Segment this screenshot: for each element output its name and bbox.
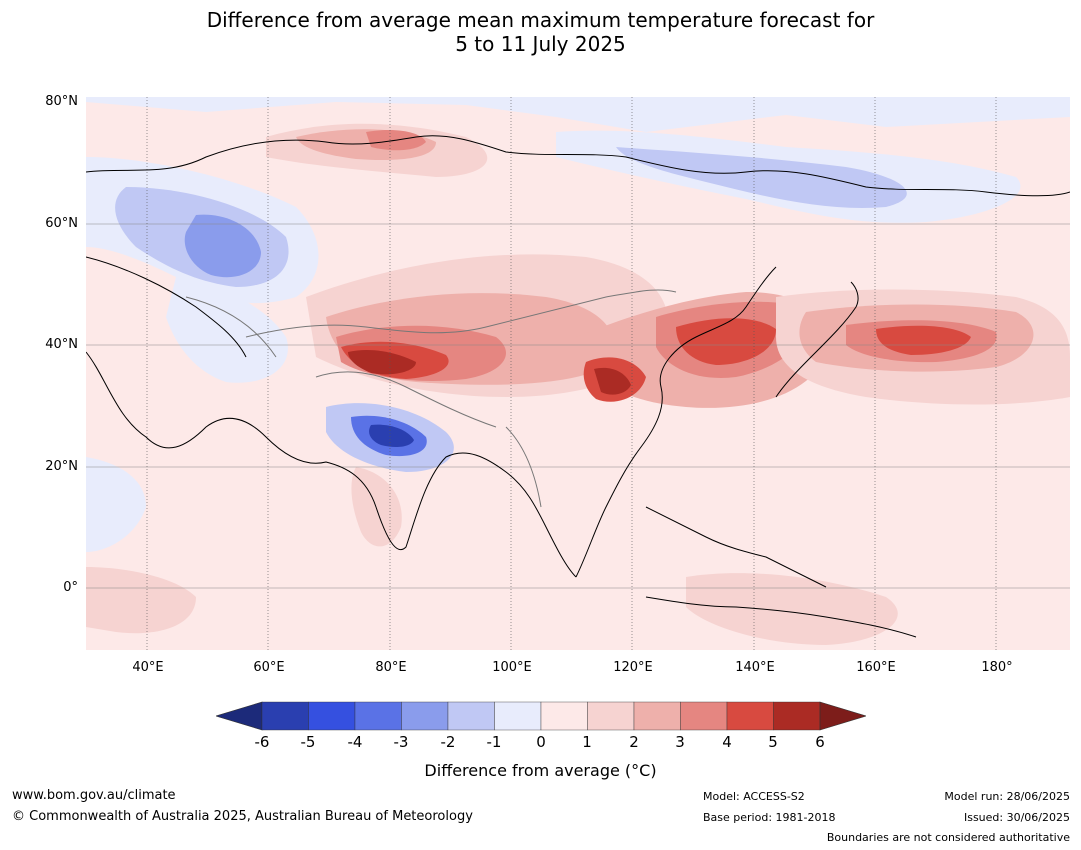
title-line-2: 5 to 11 July 2025 — [455, 32, 626, 56]
lat-label-20n: 20°N — [45, 459, 78, 474]
colorbar-segment — [401, 701, 449, 731]
lon-label-120e: 120°E — [613, 660, 653, 675]
colorbar-tick: 0 — [536, 733, 546, 751]
colorbar-legend — [216, 701, 866, 731]
coastlines — [86, 135, 1070, 638]
colorbar-arrow-high — [819, 701, 866, 731]
lon-label-80e: 80°E — [375, 660, 407, 675]
siberia-cool-core — [616, 147, 907, 208]
colorbar-segment — [633, 701, 681, 731]
colorbar-segment — [308, 701, 356, 731]
west-russia-cool-core — [184, 214, 261, 278]
temperature-anomaly-map — [86, 97, 1070, 650]
korea-japan-warm-core — [676, 318, 776, 365]
colorbar-segment — [587, 701, 635, 731]
title-line-1: Difference from average mean maximum tem… — [206, 8, 875, 32]
north-pacific-warm-core — [876, 325, 971, 355]
colorbar-tick: 5 — [768, 733, 778, 751]
colorbar-segment — [447, 701, 495, 731]
lat-label-0: 0° — [63, 580, 78, 595]
arctic-cool-region — [86, 97, 1070, 132]
disclaimer-text: Boundaries are not considered authoritat… — [826, 831, 1070, 844]
website-link[interactable]: www.bom.gov.au/climate — [12, 788, 176, 803]
colorbar-tick: 3 — [675, 733, 685, 751]
meridian-gridlines — [146, 97, 997, 650]
base-period-text: Base period: 1981-2018 — [703, 811, 836, 824]
colorbar-tick: 1 — [582, 733, 592, 751]
central-asia-cool-region — [166, 277, 288, 383]
colorbar-segment — [494, 701, 542, 731]
colorbar-segment — [773, 701, 821, 731]
colorbar-tick: -1 — [486, 733, 502, 751]
east-china-warm-core — [594, 367, 631, 395]
lat-label-80n: 80°N — [45, 94, 78, 109]
colorbar-segment — [261, 701, 309, 731]
arabia-cool-region — [86, 457, 146, 552]
tibet-warm-core — [348, 350, 416, 375]
lon-label-160e: 160°E — [856, 660, 896, 675]
map-title: Difference from average mean maximum tem… — [0, 8, 1081, 56]
colorbar-segment — [726, 701, 774, 731]
colorbar-tick: 2 — [629, 733, 639, 751]
colorbar-tick: -2 — [440, 733, 456, 751]
map-gridlines — [86, 223, 1070, 589]
country-borders — [185, 289, 677, 508]
south-india-warm-region — [351, 467, 402, 547]
colorbar-tick: -4 — [347, 733, 363, 751]
colorbar-tick: -5 — [300, 733, 316, 751]
copyright-text: © Commonwealth of Australia 2025, Austra… — [12, 809, 473, 824]
map-svg — [86, 97, 1070, 650]
colorbar-title: Difference from average (°C) — [424, 761, 657, 780]
colorbar-arrow-low — [216, 701, 263, 731]
model-run-text: Model run: 28/06/2025 — [944, 790, 1070, 803]
lon-label-140e: 140°E — [735, 660, 775, 675]
lon-label-180: 180° — [981, 660, 1013, 675]
colorbar-tick: -6 — [254, 733, 270, 751]
colorbar-segment — [680, 701, 728, 731]
model-text: Model: ACCESS-S2 — [703, 790, 805, 803]
issued-text: Issued: 30/06/2025 — [963, 811, 1070, 824]
colorbar-segment — [540, 701, 588, 731]
colorbar-tick: 4 — [722, 733, 732, 751]
lat-label-60n: 60°N — [45, 216, 78, 231]
lon-label-100e: 100°E — [492, 660, 532, 675]
africa-warm-region — [86, 567, 196, 634]
indonesia-warm-region — [686, 573, 898, 645]
colorbar-tick: -3 — [393, 733, 409, 751]
lon-label-60e: 60°E — [253, 660, 285, 675]
india-cool-core — [369, 424, 414, 448]
colorbar-segment — [354, 701, 402, 731]
lat-label-40n: 40°N — [45, 337, 78, 352]
colorbar-tick: 6 — [815, 733, 825, 751]
lon-label-40e: 40°E — [132, 660, 164, 675]
